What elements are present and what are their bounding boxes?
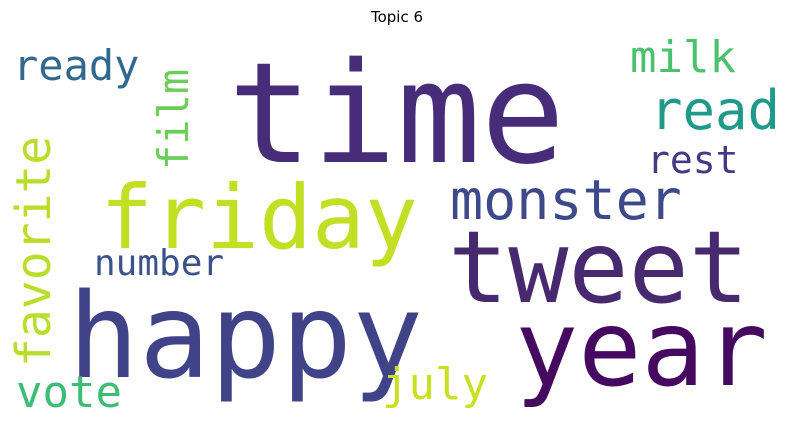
word-read: read bbox=[650, 79, 781, 142]
word-monster: monster bbox=[450, 168, 682, 232]
word-ready: ready bbox=[13, 41, 140, 90]
word-time: time bbox=[228, 35, 566, 196]
word-happy: happy bbox=[68, 267, 424, 405]
word-friday: friday bbox=[100, 166, 418, 269]
word-number: number bbox=[94, 243, 225, 284]
chart-title: Topic 6 bbox=[370, 8, 424, 26]
word-film: film bbox=[149, 68, 198, 170]
word-cloud: time happy tweet year friday monster rea… bbox=[10, 35, 788, 423]
word-tweet: tweet bbox=[448, 209, 750, 326]
word-july: july bbox=[382, 359, 488, 410]
word-vote: vote bbox=[16, 367, 122, 418]
word-rest: rest bbox=[647, 138, 739, 182]
word-milk: milk bbox=[630, 35, 736, 83]
word-year: year bbox=[515, 288, 768, 410]
word-favorite: favorite bbox=[10, 135, 62, 367]
